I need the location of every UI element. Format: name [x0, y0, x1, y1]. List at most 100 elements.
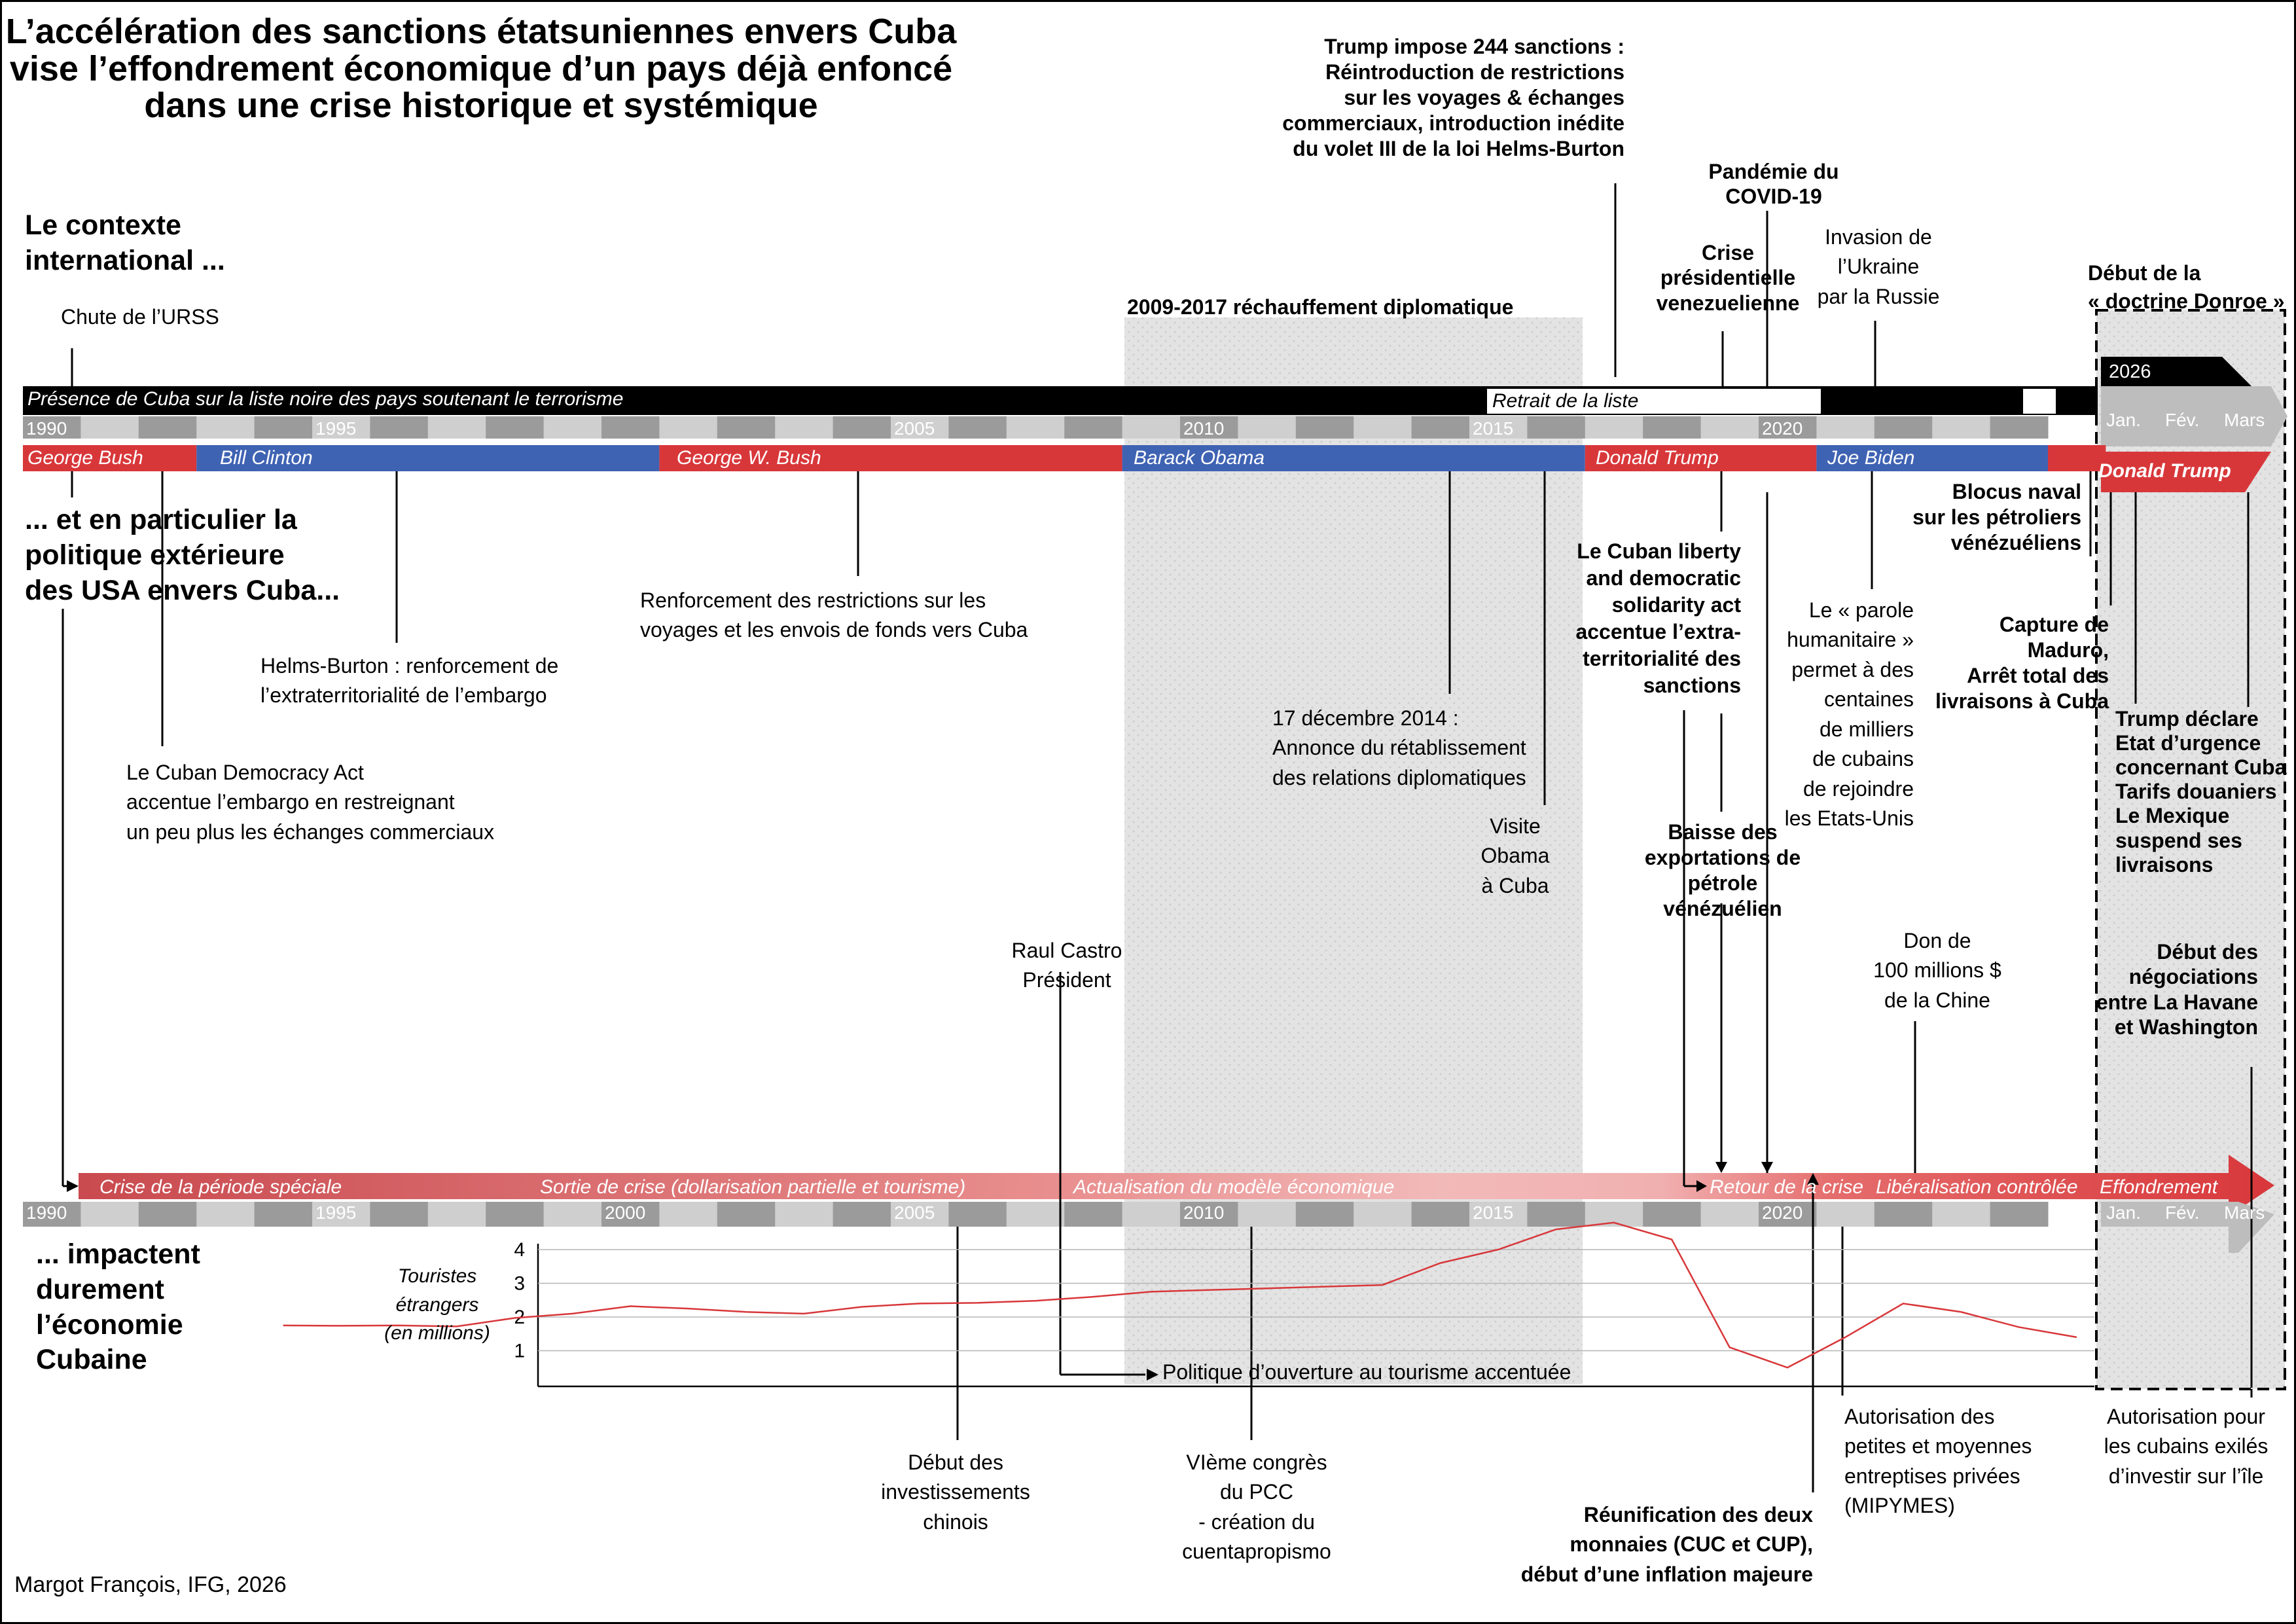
year-strip-top-cell	[196, 416, 255, 439]
arrow-libertad	[1696, 1180, 1707, 1192]
year-strip-top-cell	[1064, 416, 1123, 439]
economy-phase-arrow	[79, 1155, 2274, 1216]
year-strip-top-cell	[81, 416, 139, 439]
year-strip-bottom-cell	[833, 1202, 891, 1227]
year-strip-bottom-cell	[1932, 1202, 1991, 1227]
event-venezuela-crisis: Crise présidentielle venezuelienne	[1656, 241, 1800, 315]
chart-y-tick-label: 4	[514, 1239, 525, 1261]
year-strip-bottom-cell	[1874, 1202, 1933, 1227]
event-obama-visit: Visite Obama à Cuba	[1480, 814, 1550, 897]
year-strip-bottom-cell	[1990, 1202, 2049, 1227]
event-helms-burton: Helms-Burton : renforcement de l’extrate…	[260, 654, 559, 708]
year-strip-bottom-cell	[312, 1202, 370, 1227]
event-gwbush-restrictions: Renforcement des restrictions sur les vo…	[640, 588, 1028, 642]
year-strip-top-cell	[1527, 416, 1586, 439]
bottom-month-feb: Fév.	[2165, 1202, 2200, 1223]
year-strip-top-cell	[1816, 416, 1875, 439]
year-strip-bottom-cell	[254, 1202, 313, 1227]
president-trump-1: Donald Trump	[1596, 447, 1719, 469]
year-strip-bottom-cell	[1122, 1202, 1181, 1227]
year-strip-top-cell	[427, 416, 486, 439]
year-strip-top-cell	[775, 416, 834, 439]
president-segment	[23, 445, 197, 471]
year-1995: 1995	[315, 418, 357, 439]
title-line-3: dans une crise historique et systémique	[144, 86, 818, 126]
year-2025: 2025	[2051, 418, 2092, 439]
doctrine-label: Début de la « doctrine Donroe »	[2088, 261, 2285, 314]
president-trump-2: Donald Trump	[2098, 460, 2231, 482]
year-2026-label: 2026	[2109, 361, 2151, 382]
year-strip-top-cell	[1759, 416, 1817, 439]
year-strip-bottom-cell	[138, 1202, 197, 1227]
arrow-2026-grey	[2101, 386, 2287, 446]
event-pcc-congress: VIème congrès du PCC - création du cuent…	[1182, 1451, 1331, 1564]
terror-list-removed-segment	[1487, 389, 1821, 414]
year-strip-bottom-cell	[81, 1202, 139, 1227]
year-strip-top-cell	[254, 416, 313, 439]
arrow-tourism	[1147, 1369, 1158, 1380]
year-strip-bottom-cell	[1238, 1202, 1297, 1227]
president-obama: Barack Obama	[1134, 447, 1265, 469]
credit: Margot François, IFG, 2026	[14, 1572, 287, 1597]
year-2015: 2015	[1473, 418, 1514, 439]
title-line-2: vise l’effondrement économique d’un pays…	[9, 48, 953, 88]
president-gwbush: George W. Bush	[677, 447, 821, 469]
year-strip-top-cell	[1006, 416, 1065, 439]
president-segment	[196, 445, 660, 471]
president-segment	[1122, 445, 1585, 471]
event-naval-blockade: Blocus naval sur les pétroliers vénézuél…	[1912, 480, 2081, 555]
chart-y-label: Touristes étrangers (en millions)	[384, 1265, 490, 1344]
event-parole-humanitaire: Le « parole humanitaire » permet à des c…	[1784, 598, 1914, 831]
event-dec-2014: 17 décembre 2014 : Annonce du rétablisse…	[1272, 706, 1526, 789]
year-strip-bottom-cell	[1759, 1202, 1817, 1227]
event-state-of-emergency: Trump déclare Etat d’urgence concernant …	[2115, 707, 2287, 876]
year-strip-top-cell	[486, 416, 545, 439]
section-impact: ... impactent durement l’économie Cubain…	[36, 1238, 200, 1376]
phase-model-update: Actualisation du modèle économique	[1073, 1176, 1395, 1198]
event-maduro-capture: Capture de Maduro, Arrêt total des livra…	[1935, 613, 2109, 713]
year-strip-top-cell	[948, 416, 1007, 439]
year-strip-bottom-cell	[427, 1202, 486, 1227]
bottom-grey-arrow	[2101, 1202, 2274, 1253]
year-strip-top-cell	[601, 416, 660, 439]
year-strip-bottom-cell	[948, 1202, 1007, 1227]
event-raul-castro: Raul Castro Président	[1011, 939, 1122, 992]
event-china-gift: Don de 100 millions $ de la Chine	[1873, 929, 2001, 1012]
year-strip-bottom-cell	[543, 1202, 602, 1227]
phase-special-period: Crise de la période spéciale	[99, 1176, 342, 1198]
bottom-month-mar: Mars	[2224, 1202, 2265, 1223]
year-strip-bottom-cell	[486, 1202, 545, 1227]
year-strip-top-cell	[833, 416, 891, 439]
year-strip-bottom-cell	[775, 1202, 834, 1227]
event-covid: Pandémie du COVID-19	[1708, 160, 1839, 209]
year-strip-top-cell	[1700, 416, 1759, 439]
year-strip-top-cell	[717, 416, 776, 439]
event-ukraine: Invasion de l’Ukraine par la Russie	[1817, 225, 1940, 308]
event-currency-reunification: Réunification des deux monnaies (CUC et …	[1520, 1503, 1813, 1586]
year-strip-bottom-cell	[1469, 1202, 1528, 1227]
event-exile-investment: Autorisation pour les cubains exilés d’i…	[2104, 1405, 2269, 1488]
year-strip-top-cell	[1874, 416, 1933, 439]
year-strip-top-cell	[1354, 416, 1412, 439]
year-strip-top-cell	[1585, 416, 1643, 439]
month-jan: Jan.	[2106, 410, 2141, 430]
arrow-usa	[67, 1180, 79, 1192]
event-urss: Chute de l’URSS	[61, 305, 219, 329]
year-strip-bottom-cell	[370, 1202, 429, 1227]
year-strip-top-cell	[1122, 416, 1181, 439]
year-strip-top-cell	[1238, 416, 1297, 439]
event-tourism-policy: Politique d’ouverture au tourisme accent…	[1162, 1360, 1571, 1384]
month-feb: Fév.	[2165, 410, 2200, 430]
year-strip-bottom-cell	[1527, 1202, 1586, 1227]
terror-list-label: Présence de Cuba sur la liste noire des …	[27, 388, 624, 410]
year-strip-bottom-cell	[1643, 1202, 1702, 1227]
chart-tourist-line	[283, 1221, 2077, 1369]
bottom-month-jan: Jan.	[2106, 1202, 2141, 1223]
president-segment	[1816, 445, 2048, 471]
bottom-year-2005: 2005	[894, 1202, 935, 1223]
bottom-year-1990: 1990	[26, 1202, 67, 1223]
year-strip-top-cell	[659, 416, 718, 439]
president-clinton: Bill Clinton	[220, 447, 313, 469]
year-strip-top-cell	[1643, 416, 1702, 439]
